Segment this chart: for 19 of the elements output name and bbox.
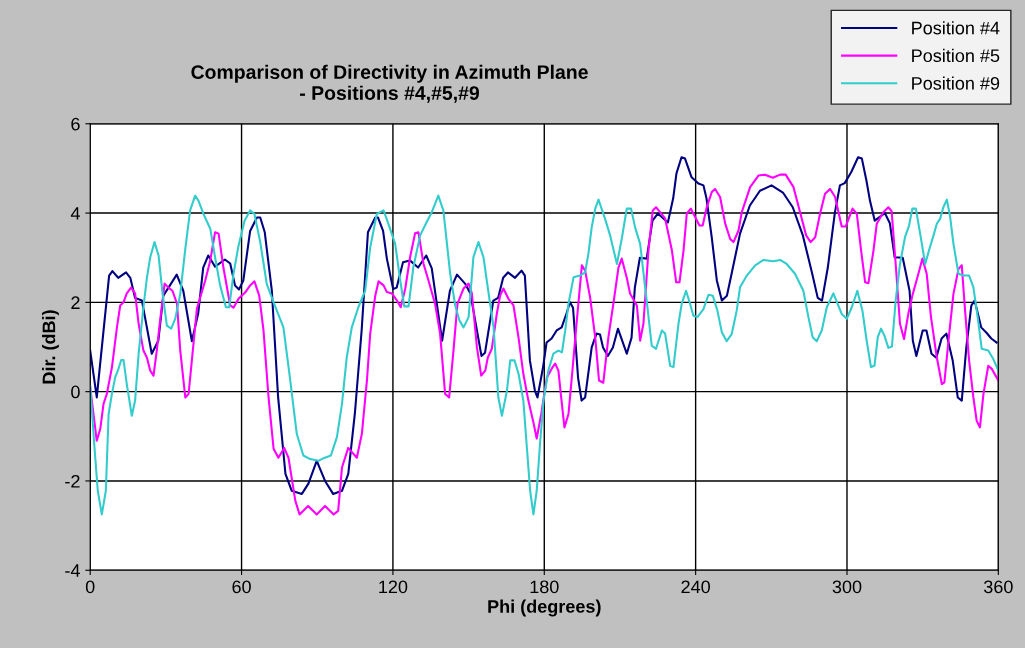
y-tick-label: -2 [65, 474, 80, 488]
y-tick-label: 2 [71, 296, 80, 309]
legend-label: Position #4 [912, 21, 1000, 35]
y-axis-title: Dir. (dBi) [42, 310, 59, 384]
legend-label: Position #9 [912, 76, 1000, 90]
x-tick-label: 120 [379, 580, 408, 594]
x-tick-label: 240 [681, 580, 710, 594]
y-tick-label: 6 [71, 117, 80, 131]
x-tick-label: 360 [983, 580, 1013, 594]
x-tick-label: 180 [530, 580, 559, 594]
y-tick-label: 0 [71, 385, 80, 399]
x-axis-title: Phi (degrees) [488, 599, 601, 617]
chart-title: Comparison of Directivity in Azimuth Plane - Positions #4,#5,#9 [191, 64, 588, 103]
y-tick-label: -4 [65, 564, 80, 577]
x-tick-label: 300 [832, 580, 862, 594]
x-tick-label: 60 [232, 580, 251, 594]
x-tick-label: 0 [85, 580, 95, 594]
y-tick-label: 4 [70, 207, 80, 220]
legend-label: Position #5 [912, 48, 1000, 63]
